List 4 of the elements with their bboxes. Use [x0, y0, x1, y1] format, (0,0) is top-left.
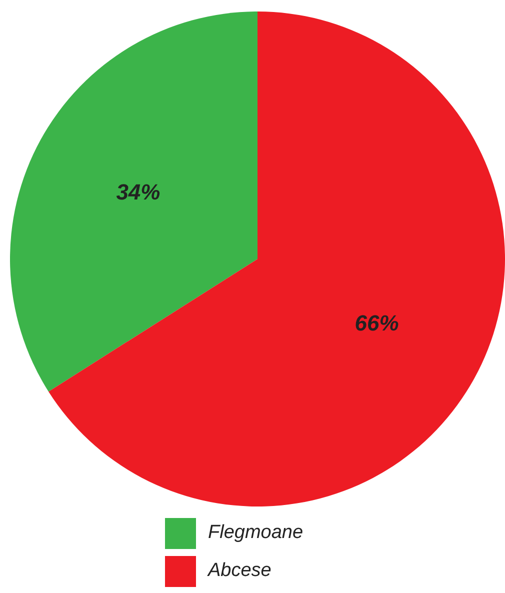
legend-label: Flegmoane	[208, 522, 304, 544]
legend-label: Abcese	[208, 560, 272, 582]
data-label: 34%	[116, 179, 160, 204]
data-label: 66%	[354, 310, 399, 336]
